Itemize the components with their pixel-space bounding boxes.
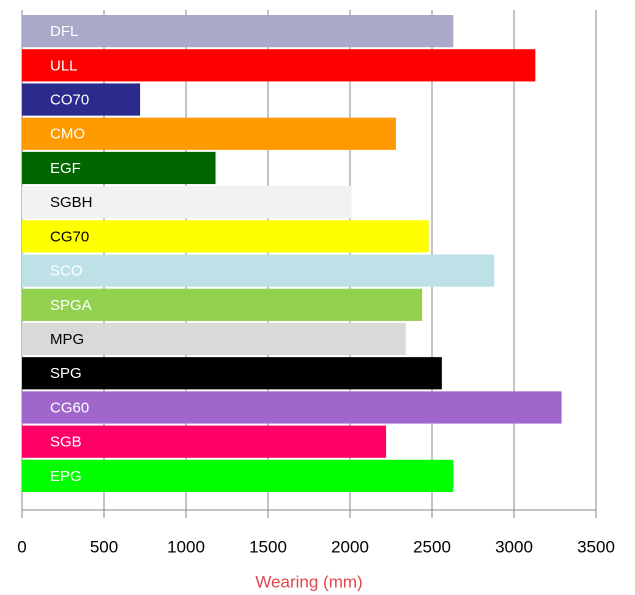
x-tick-label: 3500 xyxy=(577,537,615,556)
bar xyxy=(22,220,429,253)
bar xyxy=(22,322,406,356)
x-tick-label: 1500 xyxy=(249,537,287,556)
bar-label: SGB xyxy=(50,434,82,451)
bar xyxy=(22,288,423,321)
bar xyxy=(22,49,536,82)
bar xyxy=(22,357,442,390)
bar-label: SCO xyxy=(50,263,83,280)
bar-label: CG60 xyxy=(50,399,89,416)
bar-label: CO70 xyxy=(50,92,89,109)
x-tick-label: 2500 xyxy=(413,537,451,556)
bar xyxy=(22,186,352,219)
x-tick-label: 2000 xyxy=(331,537,369,556)
bar xyxy=(22,151,216,185)
bar-label: MPG xyxy=(50,331,84,348)
bar-label: SPG xyxy=(50,365,82,382)
bar xyxy=(22,459,454,492)
bar xyxy=(22,425,387,458)
bar-label: EPG xyxy=(50,468,82,485)
bar-label: SPGA xyxy=(50,297,92,314)
x-tick-label: 500 xyxy=(90,537,118,556)
bar xyxy=(22,391,562,424)
x-tick-label: 0 xyxy=(17,537,26,556)
bar-label: ULL xyxy=(50,57,78,74)
bar-label: CG70 xyxy=(50,228,89,245)
bar-label: SGBH xyxy=(50,194,93,211)
x-axis-label: Wearing (mm) xyxy=(255,572,362,591)
bar xyxy=(22,254,495,287)
bar xyxy=(22,117,396,150)
x-tick-label: 1000 xyxy=(167,537,205,556)
bar-label: CMO xyxy=(50,126,85,143)
bar xyxy=(22,83,141,116)
bar-label: DFL xyxy=(50,23,78,40)
bar xyxy=(22,15,454,48)
bar-label: EGF xyxy=(50,160,81,177)
x-tick-label: 3000 xyxy=(495,537,533,556)
